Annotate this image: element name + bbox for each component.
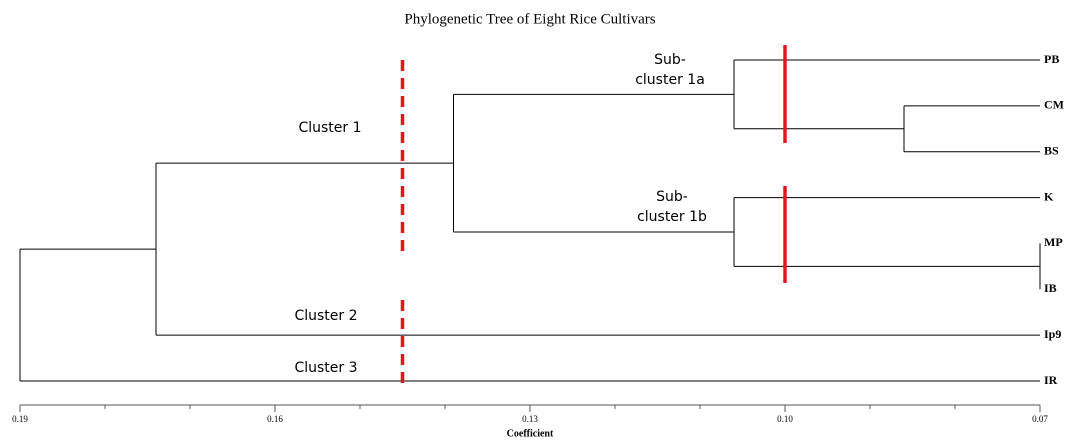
- leaf-label: K: [1044, 189, 1054, 203]
- leaf-label: CM: [1044, 98, 1064, 112]
- annotation: Cluster 1: [298, 120, 361, 136]
- x-tick-label: 0.19: [12, 414, 28, 424]
- leaf-label: BS: [1044, 143, 1059, 157]
- annotation: cluster 1a: [635, 72, 705, 88]
- leaf-label: Ip9: [1044, 327, 1061, 341]
- x-tick-label: 0.07: [1032, 414, 1048, 424]
- leaf-label: MP: [1044, 235, 1063, 249]
- annotation: Cluster 2: [294, 308, 357, 324]
- x-tick-label: 0.16: [267, 414, 283, 424]
- leaf-label: IB: [1044, 281, 1057, 295]
- x-tick-label: 0.13: [522, 414, 538, 424]
- leaf-label: IR: [1044, 373, 1058, 387]
- chart-title: Phylogenetic Tree of Eight Rice Cultivar…: [404, 11, 655, 27]
- x-tick-label: 0.10: [777, 414, 793, 424]
- x-axis-label: Coefficient: [507, 428, 554, 439]
- leaf-label: PB: [1044, 52, 1059, 66]
- annotation: Cluster 3: [294, 360, 357, 376]
- annotation: Sub-: [654, 52, 686, 68]
- annotation: Sub-: [656, 189, 688, 205]
- annotation: cluster 1b: [637, 209, 707, 225]
